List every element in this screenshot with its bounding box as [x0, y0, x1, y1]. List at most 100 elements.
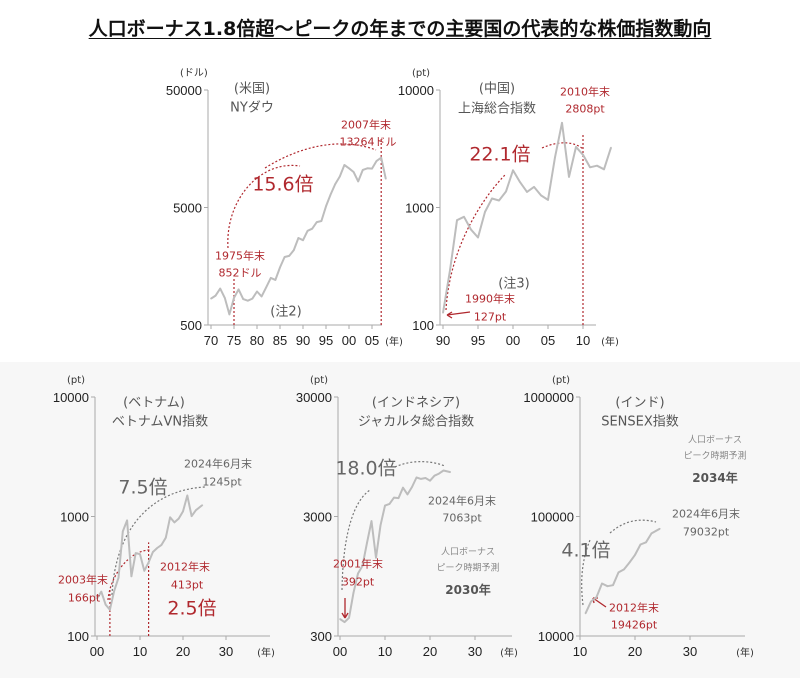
in-data-point	[584, 612, 587, 615]
in-data-point	[590, 600, 592, 603]
id-x-unit: (年)	[500, 646, 518, 659]
vn-data-point	[186, 494, 189, 497]
vn-end-label: 2024年6月末	[184, 457, 252, 471]
vn-x-unit: (年)	[257, 646, 275, 659]
id-country-label: (インドネシア)	[371, 395, 461, 411]
us-multiple: 15.6倍	[252, 173, 314, 196]
us-data-point	[214, 294, 217, 297]
us-data-point	[219, 287, 221, 290]
us-y-unit: (ドル)	[180, 68, 208, 79]
in-series-line	[584, 527, 661, 614]
in-arc-2	[609, 519, 657, 534]
vn-x-tick-label: 30	[219, 644, 233, 659]
in-x-unit: (年)	[736, 646, 754, 659]
cn-data-point	[498, 199, 500, 202]
us-data-point	[224, 297, 226, 299]
id-end-label: 2024年6月末	[428, 494, 496, 508]
id-data-point	[442, 469, 445, 472]
id-data-point	[352, 591, 355, 594]
in-x-tick-label: 20	[628, 644, 642, 659]
id-x-tick-label: 00	[333, 644, 347, 659]
cn-start-arrow	[446, 311, 471, 319]
in-peak-year: 2034年	[692, 471, 738, 485]
us-data-point	[288, 255, 291, 257]
us-data-point	[366, 167, 369, 170]
cn-start-value: 127pt	[473, 310, 507, 324]
vn-mid-multiple: 2.5倍	[167, 597, 217, 620]
us-data-point	[283, 256, 286, 258]
us-data-point	[265, 286, 268, 289]
id-data-point	[424, 477, 427, 479]
id-data-point	[420, 478, 422, 480]
cn-start-label: 1990年末	[465, 292, 515, 306]
vn-mid-label: 2012年末	[160, 560, 210, 574]
vn-chart: 100 1000 10000 (pt) 00 10 20 30 (年)	[53, 375, 275, 659]
vn-data-point	[117, 576, 120, 579]
in-data-point	[601, 582, 603, 585]
title-text: 人口ボーナス1.8倍超～ピークの年までの主要国の代表的な株価指数動向	[88, 18, 712, 40]
id-data-point	[366, 542, 368, 544]
us-end-label: 2007年末	[341, 118, 391, 132]
us-country-label: (米国)	[233, 81, 271, 97]
cn-x-tick-label: 95	[471, 333, 485, 348]
cn-y-unit: (pt)	[412, 68, 430, 79]
id-x-tick-label: 20	[423, 644, 437, 659]
in-multiple: 4.1倍	[561, 539, 611, 562]
us-series-label: NYダウ	[230, 100, 274, 116]
cn-data-point	[554, 156, 556, 159]
id-y-tick-label: 30000	[296, 390, 332, 405]
us-data-point	[247, 299, 249, 302]
vn-y-tick-label: 1000	[60, 510, 89, 525]
us-data-point	[260, 295, 263, 298]
cn-data-point	[540, 194, 542, 197]
vn-data-point	[122, 530, 124, 533]
us-data-point	[297, 237, 300, 239]
cn-x-tick-label: 10	[576, 333, 590, 348]
vn-data-point	[173, 521, 176, 524]
us-x-tick-label: 85	[273, 333, 287, 348]
vn-series-line	[96, 494, 203, 611]
cn-data-point	[484, 211, 486, 213]
id-data-point	[411, 486, 413, 488]
cn-data-point	[547, 199, 549, 201]
cn-data-point	[491, 197, 493, 200]
vn-y-tick-label: 100	[67, 629, 89, 644]
cn-data-point	[610, 146, 612, 149]
vn-data-point	[139, 553, 141, 555]
us-data-point	[329, 193, 332, 196]
us-data-point	[352, 171, 355, 173]
cn-data-point	[575, 146, 577, 148]
vn-data-point	[143, 570, 146, 572]
in-peak-label-2: ピーク時期予測	[683, 451, 747, 462]
us-data-point	[339, 175, 341, 178]
vn-data-point	[201, 504, 204, 506]
vn-country-label: (ベトナム)	[123, 395, 185, 411]
us-data-point	[334, 183, 337, 185]
cn-data-point	[505, 190, 507, 193]
cn-data-point	[589, 166, 591, 169]
id-arc-1	[341, 489, 371, 591]
in-peak-label-1: 人口ボーナス	[687, 435, 743, 446]
cn-data-point	[477, 236, 479, 239]
us-data-point	[316, 221, 318, 223]
in-y-tick-label: 100000	[531, 510, 574, 525]
id-series-line	[339, 469, 451, 624]
us-data-point	[311, 227, 314, 230]
in-arc-1	[581, 539, 591, 606]
vn-data-point	[165, 536, 167, 539]
vn-start-label: 2003年末	[58, 573, 108, 587]
vn-data-point	[177, 517, 180, 520]
us-y-tick-label: 50000	[166, 83, 202, 98]
id-y-tick-label: 300	[310, 629, 332, 644]
cn-data-point	[512, 169, 514, 172]
id-data-point	[343, 621, 346, 623]
in-start-value: 19426pt	[610, 618, 658, 632]
us-x-tick-label: 80	[250, 333, 264, 348]
vn-data-point	[147, 561, 150, 564]
vn-end-value: 1245pt	[202, 475, 242, 489]
vn-data-point	[152, 551, 154, 553]
us-data-point	[385, 177, 387, 180]
id-multiple: 18.0倍	[335, 457, 397, 480]
id-peak-label-1: 人口ボーナス	[440, 547, 496, 558]
vn-multiple: 7.5倍	[118, 476, 168, 499]
